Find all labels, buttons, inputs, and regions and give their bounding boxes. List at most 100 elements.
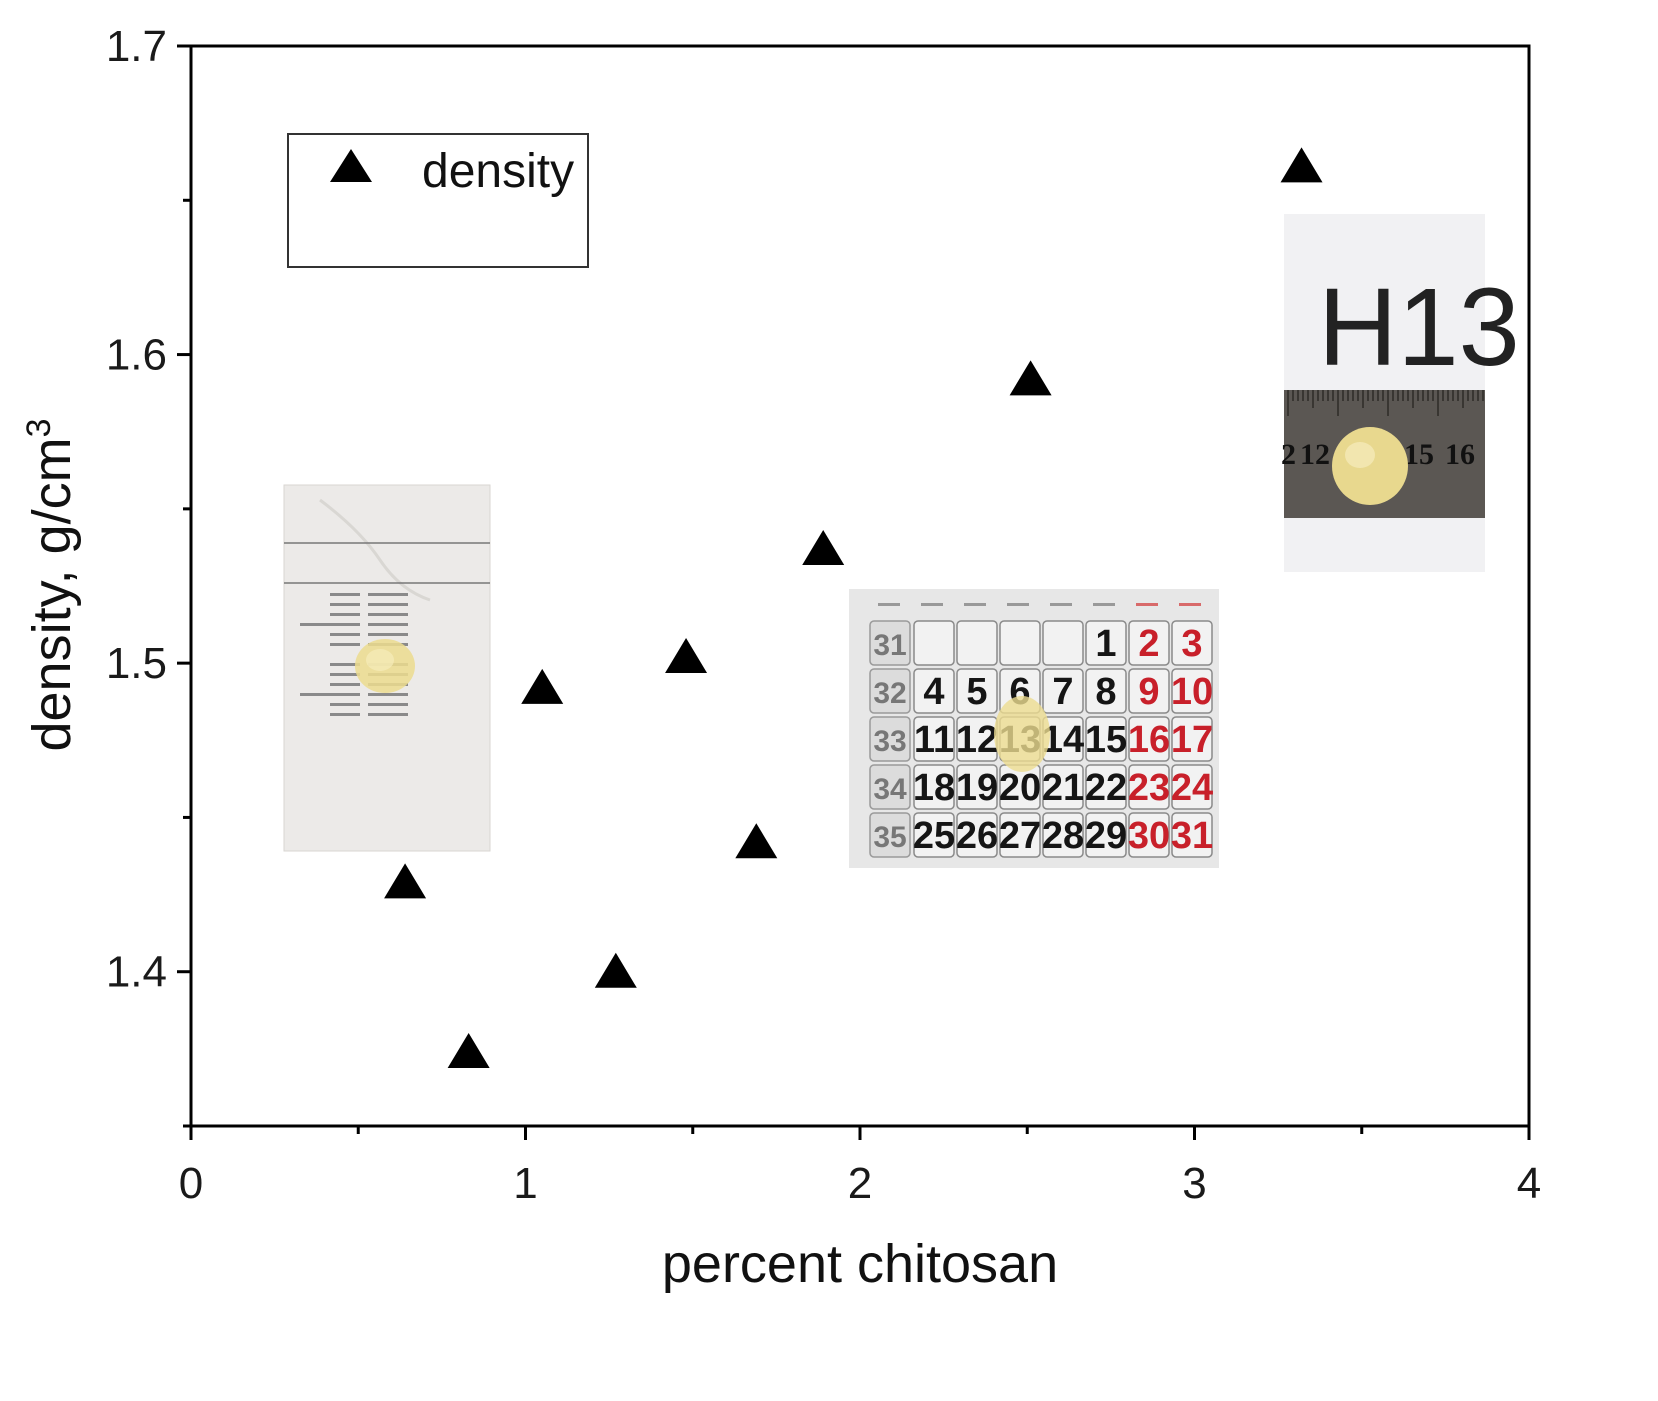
data-point-triangle xyxy=(1009,360,1052,396)
calendar-day-cell xyxy=(913,620,955,666)
inset-photo-spec-sheet xyxy=(283,484,491,852)
calendar-day-number: 16 xyxy=(1128,719,1170,761)
ruler-number: 12 xyxy=(1300,438,1330,471)
calendar-day-cell xyxy=(999,620,1041,666)
calendar-day-cell xyxy=(913,716,955,762)
calendar-day-cell xyxy=(1171,668,1213,714)
calendar-day-number: 4 xyxy=(923,671,944,713)
calendar-day-cell xyxy=(1171,716,1213,762)
calendar-day-cell xyxy=(956,668,998,714)
ruler-label-text: H13 xyxy=(1318,266,1520,389)
calendar-day-number: 23 xyxy=(1128,767,1170,809)
calendar-day-cell xyxy=(1128,620,1170,666)
calendar-week-number: 33 xyxy=(873,725,906,758)
x-tick-label: 4 xyxy=(1517,1159,1541,1208)
calendar-day-number: 25 xyxy=(913,815,955,857)
calendar-day-cell xyxy=(1128,764,1170,810)
calendar-day-cell xyxy=(1128,812,1170,858)
calendar-week-number: 34 xyxy=(873,773,907,806)
calendar-day-cell xyxy=(1171,764,1213,810)
calendar-day-cell xyxy=(913,764,955,810)
calendar-day-number: 18 xyxy=(913,767,955,809)
calendar-day-header xyxy=(1007,603,1029,606)
calendar-day-number: 11 xyxy=(914,719,954,761)
calendar-day-cell xyxy=(1085,764,1127,810)
calendar-week-number: 31 xyxy=(873,629,906,662)
calendar-day-number: 9 xyxy=(1138,671,1159,713)
legend-box xyxy=(287,133,589,268)
calendar-day-cell xyxy=(913,812,955,858)
axis-tick-labels: 0 1 2 3 41.41.51.61.7 xyxy=(106,22,1541,1208)
calendar-day-number: 15 xyxy=(1085,719,1127,761)
data-point-triangle xyxy=(594,952,637,988)
x-tick-label: 3 xyxy=(1182,1159,1206,1208)
calendar-day-cell xyxy=(1171,620,1213,666)
calendar-day-cell xyxy=(1128,716,1170,762)
ruler-number: 2 xyxy=(1281,438,1296,471)
x-tick-label: 1 xyxy=(513,1159,537,1208)
calendar-week-cell xyxy=(869,764,911,810)
calendar-day-cell xyxy=(1085,812,1127,858)
y-axis-label-text: density, g/cm xyxy=(22,437,82,751)
calendar-day-number: 26 xyxy=(956,815,998,857)
calendar-day-cell xyxy=(1042,812,1084,858)
data-points xyxy=(384,147,1323,1069)
data-point-triangle xyxy=(735,823,778,859)
calendar-day-number: 19 xyxy=(956,767,998,809)
y-tick-label: 1.6 xyxy=(106,331,167,380)
y-axis-label: density, g/cm3 xyxy=(20,418,82,751)
y-axis-label-superscript: 3 xyxy=(20,418,58,437)
y-tick-label: 1.7 xyxy=(106,22,167,71)
data-point-triangle xyxy=(1280,147,1323,183)
calendar-day-cell xyxy=(1085,716,1127,762)
calendar-day-cell xyxy=(1042,764,1084,810)
data-point-triangle xyxy=(447,1033,490,1069)
calendar-day-number: 17 xyxy=(1171,719,1213,761)
ruler-number: 15 xyxy=(1404,438,1434,471)
data-point-triangle xyxy=(521,668,564,704)
inset-photo-ruler: H13 2 12 15 16 xyxy=(1281,214,1520,572)
ruler-number: 16 xyxy=(1445,438,1475,471)
calendar-day-number: 21 xyxy=(1042,767,1084,809)
data-point-triangle xyxy=(802,530,845,566)
calendar-day-number: 5 xyxy=(966,671,987,713)
calendar-day-cell xyxy=(956,812,998,858)
calendar-day-number: 27 xyxy=(999,815,1041,857)
calendar-day-cell xyxy=(1085,668,1127,714)
calendar-day-cell xyxy=(1042,620,1084,666)
calendar-day-number: 12 xyxy=(956,719,998,761)
calendar-day-number: 24 xyxy=(1171,767,1213,809)
calendar-week-cell xyxy=(869,812,911,858)
axis-ticks xyxy=(177,44,1531,1140)
calendar-day-header xyxy=(878,603,900,606)
calendar-week-cell xyxy=(869,620,911,666)
legend-marker-triangle xyxy=(330,149,372,182)
y-tick-label: 1.5 xyxy=(106,639,167,688)
calendar-day-number: 1 xyxy=(1095,623,1116,665)
calendar-day-header xyxy=(964,603,986,606)
calendar-day-number: 31 xyxy=(1171,815,1213,857)
calendar-day-number: 22 xyxy=(1085,767,1127,809)
data-point-triangle xyxy=(665,638,708,674)
calendar-day-number: 8 xyxy=(1095,671,1116,713)
calendar-day-cell xyxy=(913,668,955,714)
calendar-day-cell xyxy=(956,620,998,666)
calendar-day-number: 20 xyxy=(999,767,1041,809)
legend-entry-density: density xyxy=(422,145,574,198)
calendar-week-cell xyxy=(869,668,911,714)
x-axis-label: percent chitosan xyxy=(662,1234,1058,1294)
calendar-day-header xyxy=(1136,603,1158,606)
inset-photo-calendar: 3112332456789103311121314151617341819202… xyxy=(849,589,1219,868)
calendar-day-number: 28 xyxy=(1042,815,1084,857)
calendar-week-cell xyxy=(869,716,911,762)
calendar-day-cell xyxy=(1042,668,1084,714)
calendar-day-number: 2 xyxy=(1138,623,1159,665)
calendar-week-number: 32 xyxy=(873,677,906,710)
calendar-day-header xyxy=(1093,603,1115,606)
calendar-day-header xyxy=(921,603,943,606)
x-tick-label: 2 xyxy=(848,1159,872,1208)
calendar-day-number: 3 xyxy=(1181,623,1202,665)
y-tick-label: 1.4 xyxy=(106,948,167,997)
calendar-day-cell xyxy=(956,764,998,810)
